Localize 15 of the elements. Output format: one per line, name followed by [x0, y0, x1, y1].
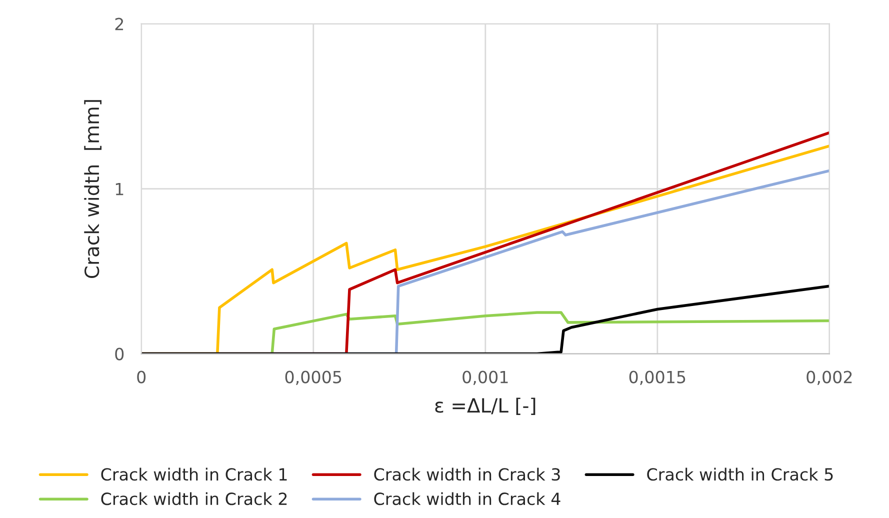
legend-label: Crack width in Crack 4 — [374, 492, 560, 506]
x-axis-title: ε =ΔL/L [-] — [435, 398, 536, 416]
legend-label: Crack width in Crack 5 — [647, 468, 833, 481]
y-tick-label: 2 — [115, 18, 124, 30]
x-tick-label: 0,0005 — [285, 370, 342, 386]
y-tick-label: 0 — [115, 348, 124, 360]
y-axis-title: Crack width [mm] — [84, 100, 102, 278]
x-tick-label: 0,0015 — [629, 370, 686, 386]
x-tick-label: 0,001 — [462, 370, 508, 386]
legend-label: Crack width in Crack 3 — [374, 468, 560, 481]
x-tick-label: 0 — [137, 370, 146, 384]
legend-label: Crack width in Crack 1 — [101, 468, 287, 481]
legend-label: Crack width in Crack 2 — [101, 492, 287, 506]
x-tick-label: 0,002 — [806, 370, 852, 386]
y-tick-label: 1 — [116, 182, 124, 196]
